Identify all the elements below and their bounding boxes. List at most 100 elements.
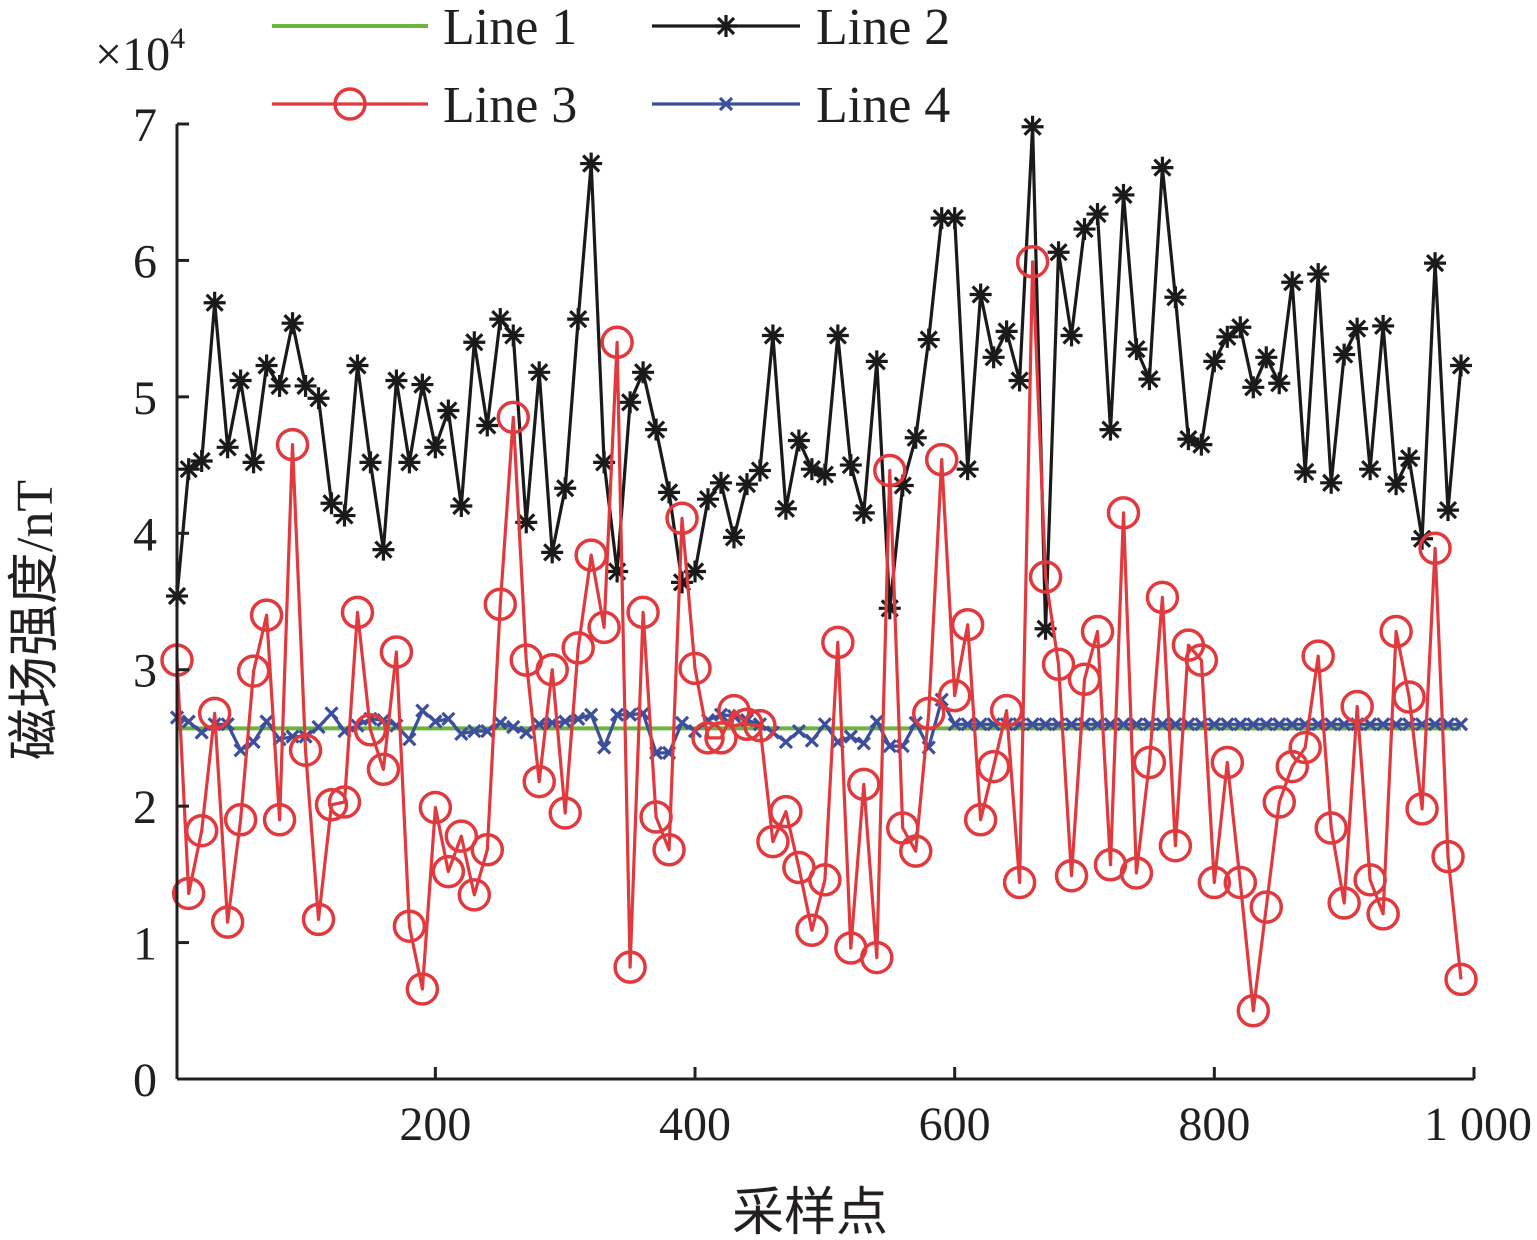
data-point-line-4 bbox=[674, 715, 690, 731]
data-point-line-3 bbox=[210, 905, 245, 939]
data-point-line-4-stroke-d2 bbox=[597, 740, 612, 755]
data-point-line-2 bbox=[1450, 354, 1473, 377]
data-point-line-2-stroke-d2 bbox=[270, 376, 289, 396]
y-tick-label: 1 bbox=[133, 918, 157, 971]
data-point-line-2 bbox=[761, 324, 784, 347]
data-point-line-2 bbox=[1125, 338, 1148, 361]
data-point-line-4-stroke-d2 bbox=[947, 717, 962, 732]
x-tick-label: 400 bbox=[659, 1098, 731, 1151]
data-point-line-2-stroke-d2 bbox=[1127, 339, 1146, 359]
data-point-line-4 bbox=[817, 717, 832, 732]
data-point-line-4-stroke-d2 bbox=[1427, 717, 1443, 732]
data-point-line-4-stroke-d2 bbox=[817, 717, 832, 732]
data-point-line-3 bbox=[1028, 560, 1063, 594]
data-point-line-2 bbox=[1346, 317, 1369, 340]
legend-marker-line-2-stroke-d2 bbox=[716, 16, 736, 36]
data-point-line-4 bbox=[1038, 717, 1053, 732]
data-point-line-3 bbox=[236, 654, 271, 688]
data-point-line-4-stroke-d2 bbox=[480, 723, 495, 739]
data-point-line-3 bbox=[288, 733, 323, 767]
data-point-line-3 bbox=[275, 427, 310, 462]
data-point-line-4-stroke-d2 bbox=[1168, 717, 1183, 732]
data-point-line-2-stroke-d2 bbox=[1361, 460, 1380, 479]
data-point-line-3 bbox=[1366, 897, 1400, 931]
data-point-line-4 bbox=[856, 736, 871, 751]
data-point-line-2-stroke-d2 bbox=[296, 376, 315, 396]
data-point-line-4-stroke-d2 bbox=[1233, 717, 1248, 732]
x-tick-label: 800 bbox=[1178, 1098, 1250, 1151]
data-point-line-2 bbox=[1008, 369, 1031, 392]
data-point-line-3 bbox=[963, 803, 998, 837]
data-point-line-3 bbox=[911, 696, 946, 731]
data-point-line-2 bbox=[1112, 183, 1135, 206]
data-point-line-2-stroke-d2 bbox=[1088, 204, 1107, 224]
data-point-line-2-stroke-d2 bbox=[789, 431, 809, 450]
data-point-line-3 bbox=[1405, 792, 1439, 826]
data-point-line-2-stroke-d2 bbox=[685, 562, 705, 581]
data-point-line-3 bbox=[730, 707, 764, 742]
data-point-line-2-stroke-d2 bbox=[582, 154, 601, 173]
data-point-line-4 bbox=[1155, 717, 1170, 732]
data-point-line-2-stroke-d2 bbox=[1179, 430, 1198, 449]
data-point-line-3 bbox=[405, 972, 440, 1006]
data-point-line-3 bbox=[1379, 614, 1413, 649]
data-point-line-2-stroke-d2 bbox=[1218, 327, 1237, 346]
data-point-line-2-stroke-d2 bbox=[1153, 158, 1172, 177]
data-point-line-4 bbox=[1259, 717, 1274, 732]
data-point-line-3 bbox=[1340, 689, 1374, 724]
data-point-line-2 bbox=[541, 541, 564, 564]
data-point-line-4-stroke-d2 bbox=[467, 723, 482, 739]
data-point-line-2-stroke-d2 bbox=[387, 371, 406, 390]
data-point-line-2 bbox=[982, 346, 1005, 369]
data-point-line-2 bbox=[1216, 325, 1239, 348]
data-point-line-2 bbox=[1255, 346, 1278, 369]
data-point-line-4 bbox=[493, 715, 508, 731]
data-point-line-3 bbox=[873, 453, 907, 488]
data-point-line-3 bbox=[678, 651, 712, 686]
data-point-line-2-stroke-d2 bbox=[1244, 378, 1263, 397]
data-point-line-2 bbox=[1203, 350, 1226, 373]
legend-marker-line-4-stroke-d2 bbox=[718, 96, 734, 112]
data-point-line-4-stroke-d2 bbox=[1285, 717, 1300, 732]
data-point-line-2 bbox=[177, 458, 200, 481]
data-point-line-3 bbox=[184, 813, 219, 848]
data-point-line-2-stroke-d2 bbox=[1373, 316, 1393, 336]
data-point-line-4-stroke-d2 bbox=[1064, 717, 1079, 732]
data-point-line-3 bbox=[197, 696, 232, 731]
data-point-line-4 bbox=[1233, 717, 1248, 732]
data-point-line-2 bbox=[774, 497, 797, 520]
data-point-line-4 bbox=[986, 717, 1001, 732]
data-point-line-4 bbox=[519, 725, 534, 740]
data-point-line-4 bbox=[1285, 717, 1300, 732]
data-point-line-4 bbox=[1375, 717, 1391, 732]
data-point-line-3 bbox=[821, 625, 855, 660]
data-point-line-2-stroke-d2 bbox=[257, 356, 276, 375]
data-point-line-2-stroke-d2 bbox=[1451, 356, 1471, 375]
data-point-line-2-stroke-d2 bbox=[1023, 117, 1042, 136]
axis-labels: ×104 采样点 磁场强度/nT bbox=[7, 22, 888, 1240]
data-point-line-3 bbox=[704, 721, 738, 755]
data-point-line-4 bbox=[869, 714, 884, 729]
data-point-line-2-stroke-d2 bbox=[1309, 264, 1328, 284]
data-point-line-4 bbox=[220, 717, 235, 732]
y-tick-label: 5 bbox=[133, 372, 157, 425]
data-point-line-4 bbox=[597, 740, 612, 755]
data-point-line-2 bbox=[878, 597, 901, 620]
data-point-line-3 bbox=[561, 631, 595, 665]
data-point-line-4 bbox=[428, 714, 443, 729]
data-point-line-2 bbox=[606, 560, 629, 583]
data-point-line-2-stroke-d2 bbox=[724, 528, 744, 547]
data-point-line-3 bbox=[652, 833, 686, 867]
y-tick-label: 2 bbox=[133, 781, 157, 834]
data-point-line-2 bbox=[787, 429, 810, 452]
data-point-line-2-stroke-d2 bbox=[595, 453, 614, 472]
data-point-line-2 bbox=[684, 560, 707, 583]
data-point-line-2-stroke-d2 bbox=[802, 460, 821, 479]
data-point-line-2 bbox=[1294, 460, 1317, 483]
legend-label-line-4: Line 4 bbox=[816, 77, 950, 134]
data-point-line-2 bbox=[1268, 372, 1291, 395]
data-point-line-4 bbox=[584, 707, 599, 722]
data-point-line-3 bbox=[1080, 614, 1115, 649]
data-point-line-4-stroke-d2 bbox=[1038, 717, 1053, 732]
data-point-line-4 bbox=[246, 734, 261, 750]
